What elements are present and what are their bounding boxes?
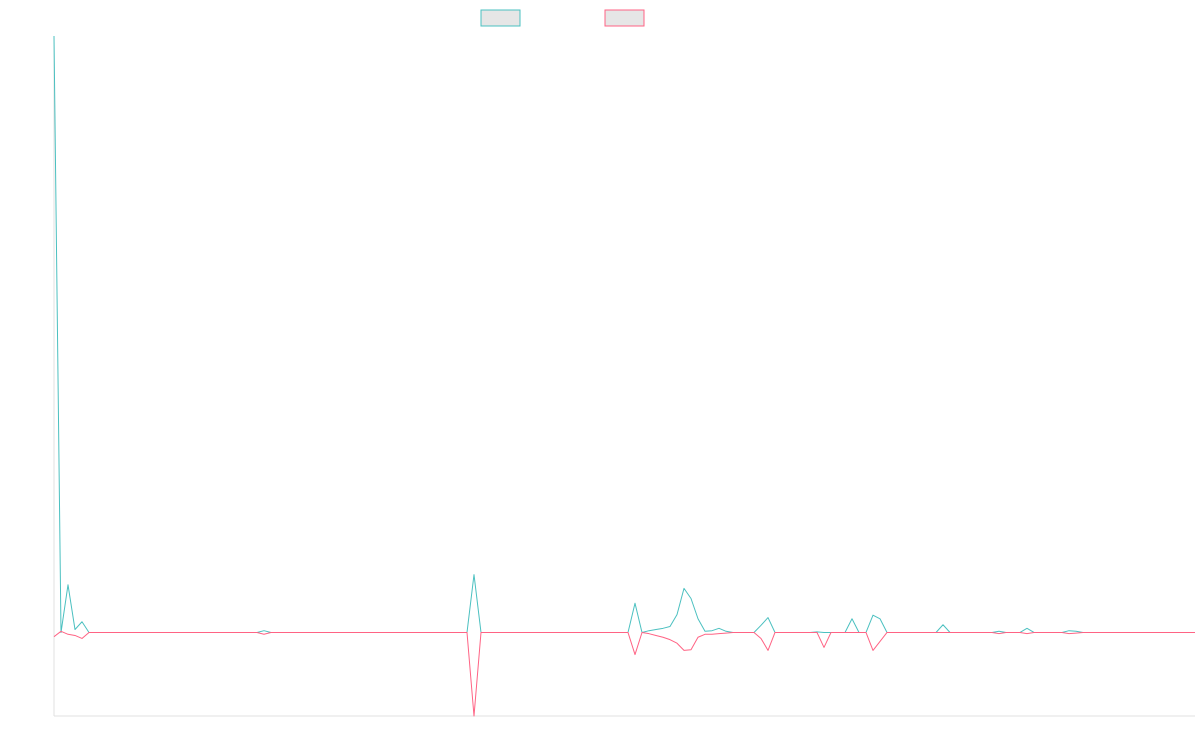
legend-swatch bbox=[480, 9, 521, 27]
data-line bbox=[53, 35, 1195, 633]
legend-swatch bbox=[604, 9, 645, 27]
data-line bbox=[53, 630, 1195, 717]
